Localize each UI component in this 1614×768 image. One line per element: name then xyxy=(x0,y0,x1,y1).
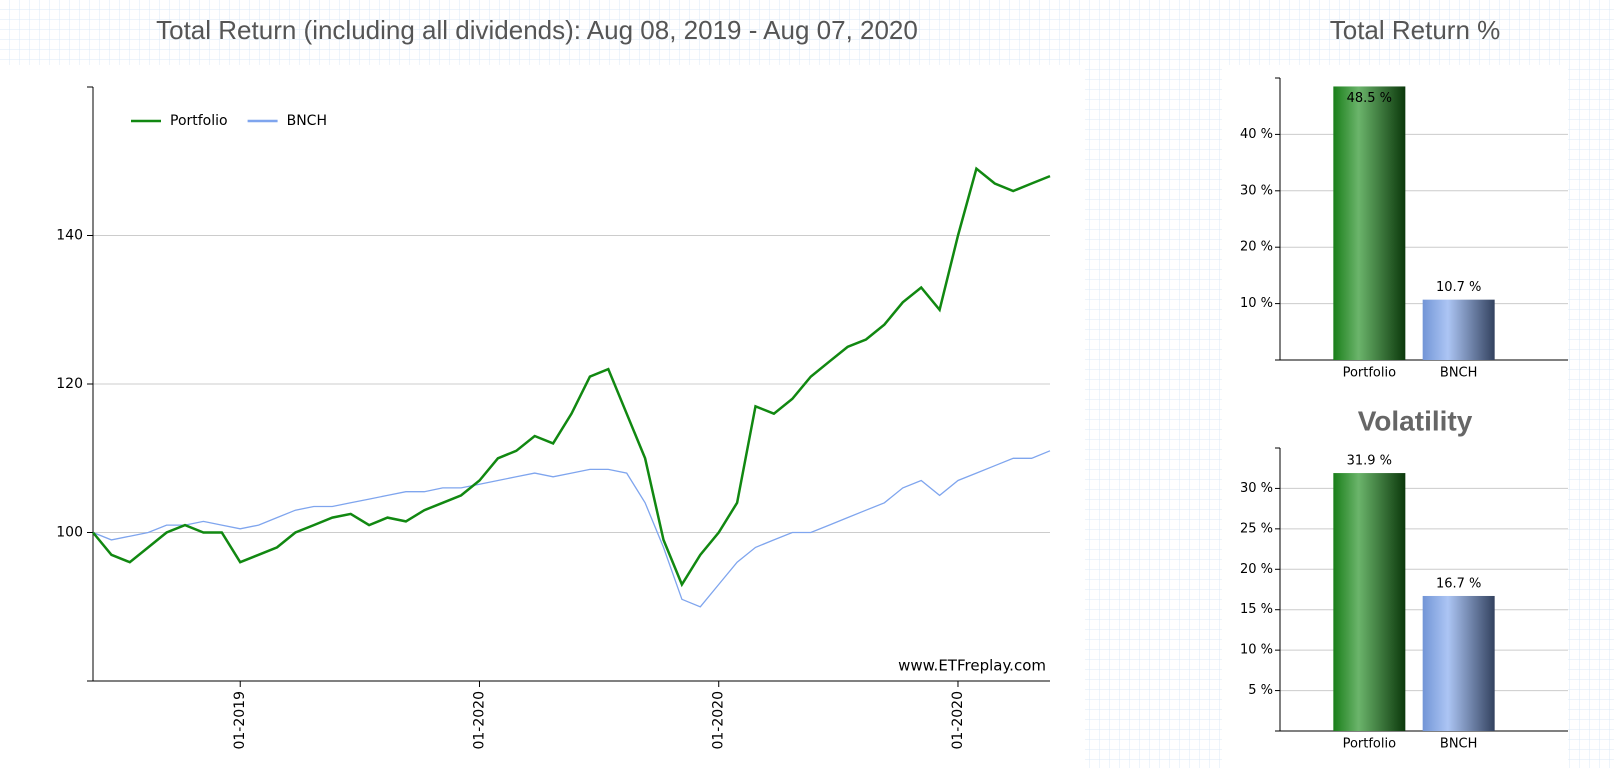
value-label: 48.5 % xyxy=(1347,91,1392,106)
x-tick-label: BNCH xyxy=(1440,737,1478,752)
y-tick-label: 20 % xyxy=(1240,240,1273,255)
legend-label: Portfolio xyxy=(170,113,228,129)
x-tick-label: Portfolio xyxy=(1343,366,1397,381)
x-tick-label: 01-2020 xyxy=(711,691,727,750)
x-tick-label: Portfolio xyxy=(1343,737,1397,752)
legend-label: BNCH xyxy=(287,113,327,129)
y-tick-label: 30 % xyxy=(1240,183,1273,198)
x-tick-label: 01-2020 xyxy=(950,691,966,750)
watermark: www.ETFreplay.com xyxy=(898,657,1046,675)
y-tick-label: 25 % xyxy=(1240,521,1273,536)
value-label: 16.7 % xyxy=(1436,576,1481,591)
y-tick-label: 40 % xyxy=(1240,127,1273,142)
x-tick-label: BNCH xyxy=(1440,366,1478,381)
series-line xyxy=(92,450,1051,608)
y-tick-label: 10 % xyxy=(1240,643,1273,658)
plot-panel xyxy=(0,65,1085,768)
y-tick-label: 140 xyxy=(56,228,83,244)
y-tick-label: 30 % xyxy=(1240,481,1273,496)
x-tick-label: 01-2019 xyxy=(232,691,248,750)
value-label: 31.9 % xyxy=(1347,454,1392,469)
y-tick-label: 120 xyxy=(56,376,83,392)
y-tick-label: 100 xyxy=(56,525,83,541)
y-tick-label: 20 % xyxy=(1240,562,1273,577)
chart-title: Total Return (including all dividends): … xyxy=(156,15,918,45)
value-label: 10.7 % xyxy=(1436,280,1481,295)
chart-title: Total Return % xyxy=(1330,15,1501,45)
bar xyxy=(1422,595,1495,731)
x-tick-label: 01-2020 xyxy=(471,691,487,750)
y-tick-label: 10 % xyxy=(1240,296,1273,311)
series-line xyxy=(92,166,1051,588)
bar xyxy=(1333,86,1406,361)
y-tick-label: 5 % xyxy=(1248,683,1273,698)
chart-title: Volatility xyxy=(1358,405,1473,436)
y-tick-label: 15 % xyxy=(1240,602,1273,617)
bar xyxy=(1422,299,1495,360)
bar xyxy=(1333,473,1406,731)
